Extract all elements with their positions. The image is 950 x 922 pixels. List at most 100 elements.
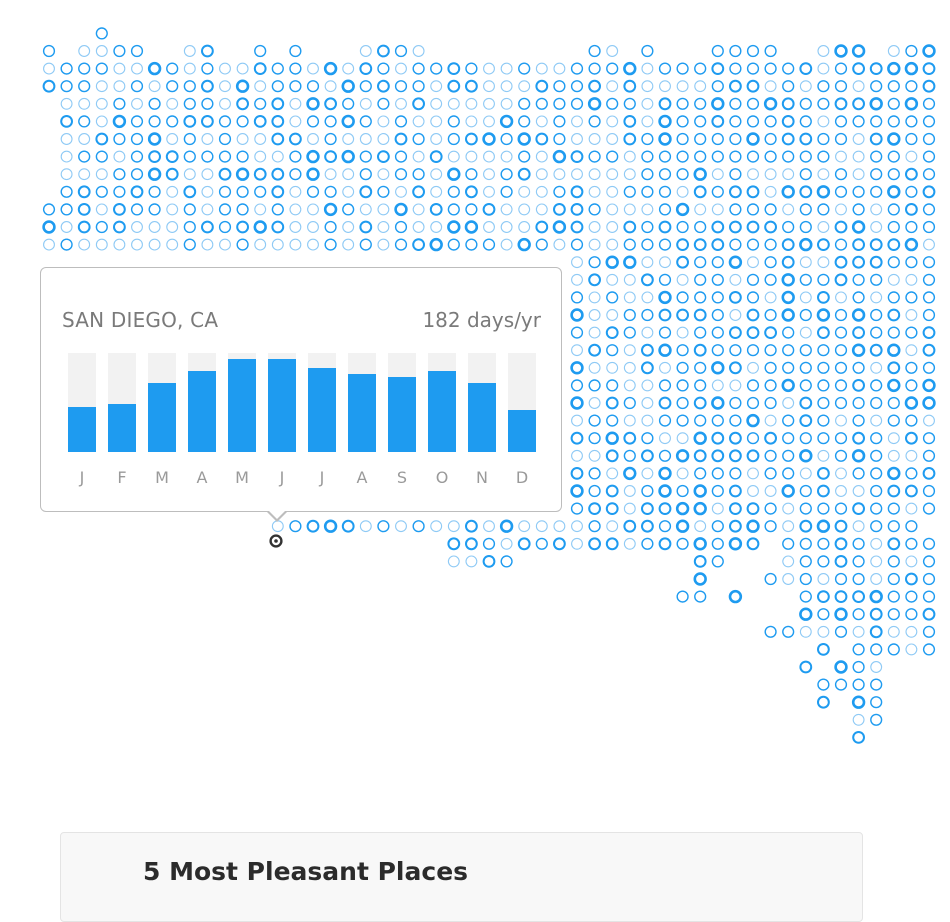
location-dot[interactable] [588,414,601,427]
location-dot[interactable] [659,80,671,93]
location-dot[interactable] [113,238,126,251]
location-dot[interactable] [166,115,179,128]
location-dot[interactable] [500,62,513,75]
location-dot[interactable] [606,467,619,480]
location-dot[interactable] [746,308,760,322]
location-dot[interactable] [306,115,320,128]
location-dot[interactable] [834,502,848,515]
location-dot[interactable] [623,203,636,216]
location-dot[interactable] [659,256,671,269]
location-dot[interactable] [887,555,900,568]
location-dot[interactable] [746,379,760,392]
location-dot[interactable] [870,520,883,533]
location-dot[interactable] [641,238,654,251]
location-dot[interactable] [148,150,162,164]
location-dot[interactable] [236,185,249,198]
location-dot[interactable] [729,414,742,427]
location-dot[interactable] [852,62,865,75]
location-dot[interactable] [588,397,601,409]
location-dot[interactable] [588,361,601,374]
location-dot[interactable] [782,502,795,515]
location-dot[interactable] [412,221,425,233]
location-dot[interactable] [781,132,795,146]
location-dot[interactable] [817,502,830,515]
location-dot[interactable] [817,695,830,709]
location-dot[interactable] [711,431,725,445]
location-dot[interactable] [658,97,672,111]
location-dot[interactable] [236,97,250,111]
location-dot[interactable] [518,203,531,216]
location-dot[interactable] [746,79,760,93]
location-dot[interactable] [711,555,724,568]
location-dot[interactable] [782,414,795,427]
location-dot[interactable] [817,115,830,128]
location-dot[interactable] [201,79,214,93]
location-dot[interactable] [60,221,73,233]
location-dot[interactable] [113,80,126,93]
location-dot[interactable] [746,115,760,128]
location-dot[interactable] [694,80,707,93]
location-dot[interactable] [746,449,760,463]
location-dot[interactable] [535,238,548,251]
location-dot[interactable] [606,379,619,392]
location-dot[interactable] [852,115,865,128]
location-dot[interactable] [905,167,918,181]
location-dot[interactable] [852,255,865,269]
location-dot[interactable] [235,79,250,93]
location-dot[interactable] [782,555,795,568]
location-dot[interactable] [465,62,478,75]
location-dot[interactable] [834,660,848,674]
location-dot[interactable] [324,97,338,111]
location-dot[interactable] [851,695,866,709]
location-dot[interactable] [95,45,108,57]
location-dot[interactable] [236,238,249,251]
location-dot[interactable] [835,291,847,304]
location-dot[interactable] [869,589,883,604]
location-dot[interactable] [641,115,654,128]
location-dot[interactable] [852,555,865,568]
location-dot[interactable] [412,45,425,57]
location-dot[interactable] [870,221,883,233]
location-dot[interactable] [113,168,126,181]
location-dot[interactable] [78,80,91,93]
location-dot[interactable] [412,97,426,111]
location-dot[interactable] [306,185,320,198]
location-dot[interactable] [852,660,865,674]
location-dot[interactable] [324,150,338,164]
location-dot[interactable] [905,537,918,550]
location-dot[interactable] [623,308,636,322]
location-dot[interactable] [922,502,936,515]
location-dot[interactable] [693,555,707,568]
location-dot[interactable] [711,203,724,216]
location-dot[interactable] [377,520,390,533]
location-dot[interactable] [764,256,777,269]
location-dot[interactable] [535,537,548,550]
location-dot[interactable] [588,221,601,233]
location-dot[interactable] [588,467,601,480]
location-dot[interactable] [711,326,724,339]
location-dot[interactable] [693,431,707,445]
location-dot[interactable] [711,291,724,304]
location-dot[interactable] [183,115,197,128]
location-dot[interactable] [835,150,847,163]
location-dot[interactable] [148,97,161,110]
location-dot[interactable] [852,502,865,516]
location-dot[interactable] [166,203,179,216]
location-dot[interactable] [799,379,812,392]
location-dot[interactable] [746,132,760,146]
location-dot[interactable] [781,115,795,128]
location-dot[interactable] [77,203,91,216]
location-dot[interactable] [658,114,672,129]
location-dot[interactable] [535,520,548,533]
location-dot[interactable] [834,168,848,181]
location-dot[interactable] [289,150,302,163]
location-dot[interactable] [817,432,830,445]
location-dot[interactable] [570,326,584,339]
location-dot[interactable] [799,572,812,586]
location-dot[interactable] [905,520,918,533]
location-dot[interactable] [606,150,619,163]
location-dot[interactable] [60,80,73,93]
location-dot[interactable] [641,273,654,287]
location-dot[interactable] [623,61,637,76]
location-dot[interactable] [922,273,936,286]
